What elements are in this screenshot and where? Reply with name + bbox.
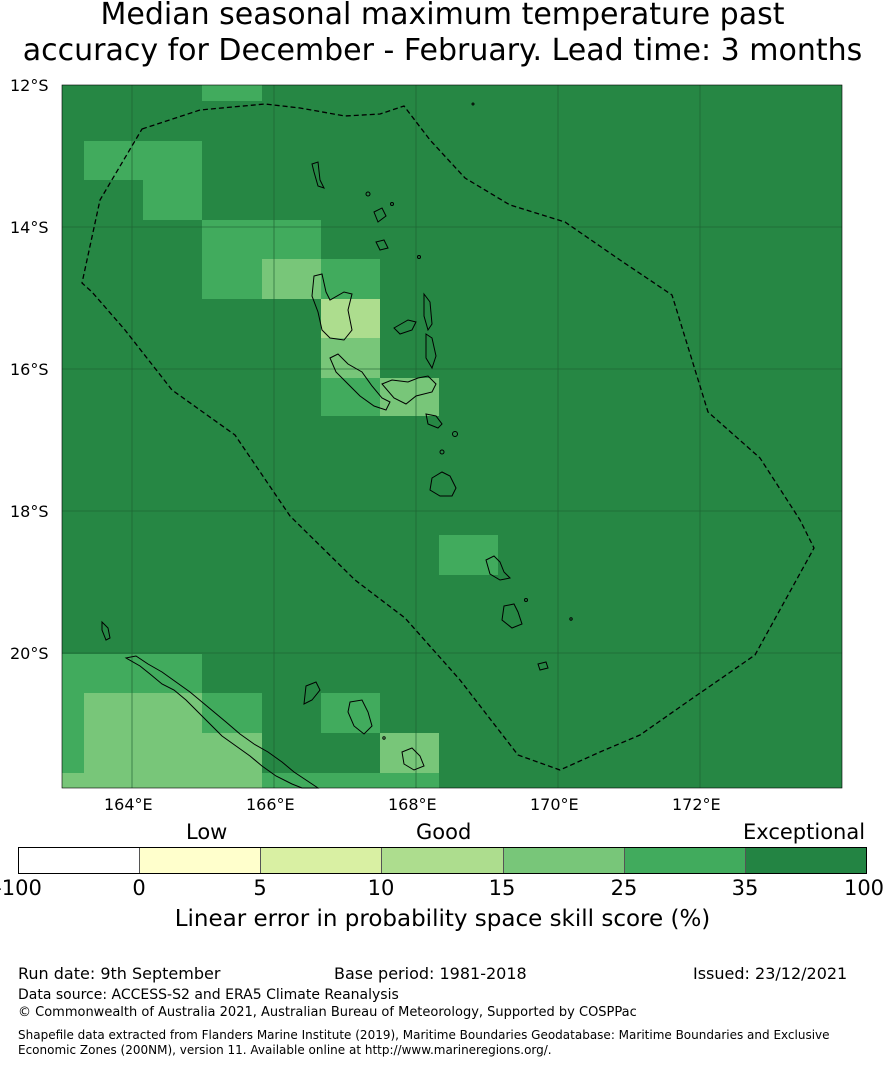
skill-cell	[262, 259, 321, 299]
lat-tick-label: 12°S	[10, 76, 49, 95]
island-torres	[311, 161, 325, 189]
colorbar-segment	[624, 848, 746, 873]
lat-tick-label: 18°S	[10, 502, 49, 521]
lon-tick-label: 166°E	[246, 795, 295, 814]
island-tanna	[501, 603, 523, 629]
island-erromango	[485, 555, 512, 581]
colorbar-tick: 5	[253, 876, 267, 900]
lon-tick-label: 172°E	[672, 795, 721, 814]
skill-cell	[380, 378, 439, 416]
island-loyalty-lifou	[347, 699, 373, 735]
island-ouvea	[303, 681, 321, 705]
map-frame	[61, 84, 843, 789]
island-belep	[101, 620, 111, 641]
island-mare	[401, 747, 425, 771]
colorbar-tick: 10	[367, 876, 395, 900]
shapefile-credit-line2: Economic Zones (200NM), version 11. Avai…	[18, 1043, 552, 1057]
skill-cell	[321, 693, 380, 733]
lat-tick-label: 14°S	[10, 218, 49, 237]
skill-cell	[62, 693, 84, 773]
colorbar-tick: 35	[731, 876, 759, 900]
map-title-line1: Median seasonal maximum temperature past	[100, 0, 785, 32]
island-epi	[381, 375, 437, 405]
colorbar-category-good: Good	[416, 820, 472, 844]
skill-cell	[380, 733, 439, 773]
colorbar-tick: 25	[610, 876, 638, 900]
skill-cell	[84, 773, 262, 788]
lon-tick-label: 164°E	[104, 795, 153, 814]
colorbar-tick: -100	[0, 876, 42, 900]
colorbar-segment	[19, 848, 141, 873]
skill-cell	[202, 85, 262, 101]
copyright: © Commonwealth of Australia 2021, Austra…	[18, 1005, 637, 1020]
issued-date: Issued: 23/12/2021	[693, 964, 848, 983]
skill-cell	[262, 773, 439, 788]
island-efate	[429, 471, 457, 497]
run-date: Run date: 9th September	[18, 964, 221, 983]
colorbar-category-exceptional: Exceptional	[743, 820, 866, 844]
island-malekula	[329, 353, 391, 411]
lat-tick-label: 20°S	[10, 644, 49, 663]
colorbar-category-low: Low	[186, 820, 228, 844]
skill-cell	[202, 259, 262, 299]
island-maewo	[425, 333, 437, 370]
colorbar-label: Linear error in probability space skill …	[174, 906, 711, 932]
colorbar-segment	[140, 848, 262, 873]
base-period: Base period: 1981-2018	[334, 964, 527, 983]
colorbar-tick: 100	[843, 876, 885, 900]
skill-cell	[321, 378, 380, 416]
skill-cell	[84, 693, 202, 773]
island-vanua-lava	[375, 239, 389, 251]
skill-cell	[84, 141, 202, 180]
islets	[365, 102, 573, 740]
colorbar-tick: 0	[132, 876, 146, 900]
lon-tick-label: 170°E	[530, 795, 579, 814]
gridlines	[62, 85, 842, 788]
skill-cell	[202, 733, 262, 773]
skill-cell	[439, 535, 498, 575]
island-pentecost	[423, 292, 433, 332]
island-gaua	[373, 207, 387, 223]
colorbar-tick: 15	[488, 876, 516, 900]
lat-tick-label: 16°S	[10, 360, 49, 379]
colorbar-segment	[382, 848, 504, 873]
skill-cell	[321, 259, 380, 299]
lon-tick-label: 168°E	[388, 795, 437, 814]
colorbar-segment	[745, 848, 866, 873]
skill-cell	[202, 220, 321, 259]
colorbar-segment	[503, 848, 625, 873]
skill-cell	[62, 773, 84, 788]
eez-boundary	[81, 103, 815, 771]
island-espiritu-santo	[311, 273, 353, 341]
colorbar-segment	[261, 848, 383, 873]
island-shepherds	[425, 413, 443, 429]
shapefile-credit-line1: Shapefile data extracted from Flanders M…	[18, 1028, 830, 1042]
skill-cell	[143, 180, 202, 220]
map-title-line2: accuracy for December - February. Lead t…	[22, 33, 863, 68]
colorbar	[18, 847, 867, 874]
island-aneityum	[537, 661, 549, 671]
data-source: Data source: ACCESS-S2 and ERA5 Climate …	[18, 987, 399, 1003]
island-ambrym	[393, 319, 417, 335]
map-panel	[61, 84, 843, 789]
